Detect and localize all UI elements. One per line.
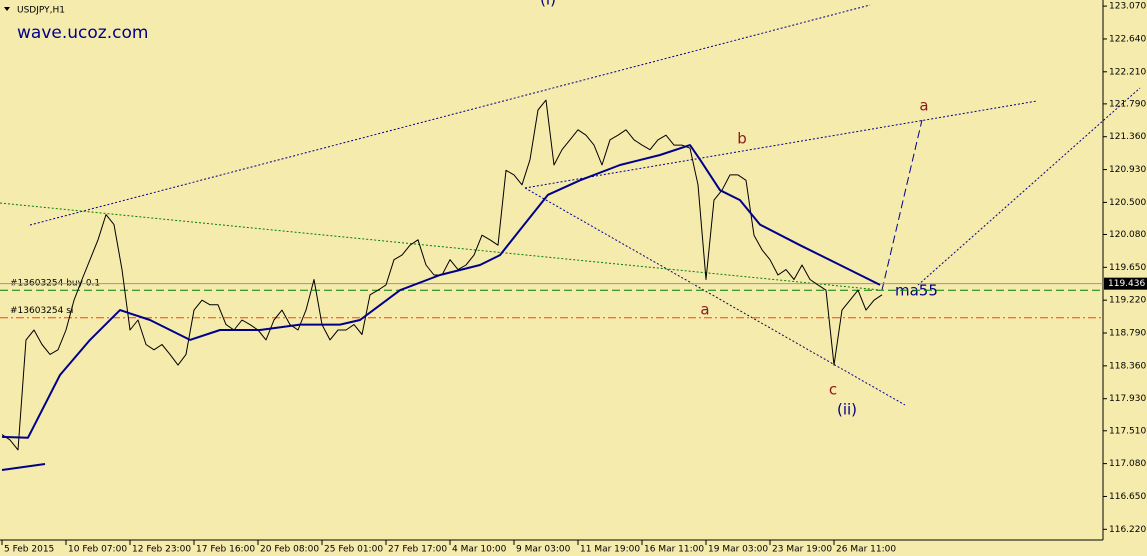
trend-line <box>524 187 906 406</box>
y-tick-label: 122.210 <box>1109 67 1146 77</box>
price-tag <box>1104 277 1147 290</box>
y-tick-label: 120.500 <box>1109 198 1146 208</box>
y-tick-label: 121.790 <box>1109 99 1146 109</box>
wave-label: a <box>919 97 928 115</box>
trend-line <box>917 87 1141 286</box>
x-tick-label: 25 Feb 01:00 <box>324 545 383 555</box>
y-tick-label: 120.930 <box>1109 165 1146 175</box>
x-tick-label: 12 Feb 23:00 <box>132 545 191 555</box>
x-tick-label: 16 Mar 11:00 <box>644 545 704 555</box>
trend-line <box>0 202 881 291</box>
ma-line <box>1 144 881 439</box>
x-tick-label: 10 Feb 07:00 <box>68 545 127 555</box>
x-tick-label: 5 Feb 2015 <box>4 545 54 555</box>
y-tick-label: 118.790 <box>1109 329 1146 339</box>
y-tick-label: 121.360 <box>1109 132 1146 142</box>
ma-segment <box>1 463 46 471</box>
x-tick-label: 20 Feb 08:00 <box>260 545 319 555</box>
y-tick-label: 116.650 <box>1109 492 1146 502</box>
symbol-arrow <box>4 7 10 11</box>
y-tick-label: 123.070 <box>1109 2 1146 12</box>
x-tick-label: 9 Mar 03:00 <box>516 545 571 555</box>
x-tick-label: 17 Feb 16:00 <box>196 545 255 555</box>
y-tick-label: 116.220 <box>1109 525 1146 535</box>
x-tick-label: 23 Mar 19:00 <box>772 545 832 555</box>
projection-line <box>881 119 923 291</box>
wave-label: c <box>829 381 837 399</box>
trend-line <box>524 100 1038 189</box>
x-tick-label: 11 Mar 19:00 <box>580 545 640 555</box>
x-tick-label: 19 Mar 03:00 <box>708 545 768 555</box>
trend-line <box>29 4 871 226</box>
price-tag-label: 119.436 <box>1108 279 1145 289</box>
y-tick-label: 118.360 <box>1109 361 1146 371</box>
y-tick-label: 122.640 <box>1109 34 1146 44</box>
x-tick-label: 26 Mar 11:00 <box>836 545 896 555</box>
trend-lines <box>0 4 1141 471</box>
wave-label: (ii) <box>837 401 857 419</box>
wave-label: (i) <box>540 0 556 9</box>
watermark: wave.ucoz.com <box>17 23 148 43</box>
y-tick-label: 117.080 <box>1109 459 1146 469</box>
y-tick-label: 117.930 <box>1109 394 1146 404</box>
wave-label: a <box>700 301 709 319</box>
x-tick-label: 4 Mar 10:00 <box>452 545 507 555</box>
x-tick-label: 27 Feb 17:00 <box>388 545 447 555</box>
order-label: #13603254 sl <box>10 306 73 316</box>
y-tick-label: 119.650 <box>1109 263 1146 273</box>
y-tick-label: 120.080 <box>1109 230 1146 240</box>
y-tick-label: 117.510 <box>1109 426 1146 436</box>
wave-label: b <box>737 130 747 148</box>
y-tick-label: 119.220 <box>1109 296 1146 306</box>
symbol-label: USDJPY,H1 <box>17 6 65 16</box>
